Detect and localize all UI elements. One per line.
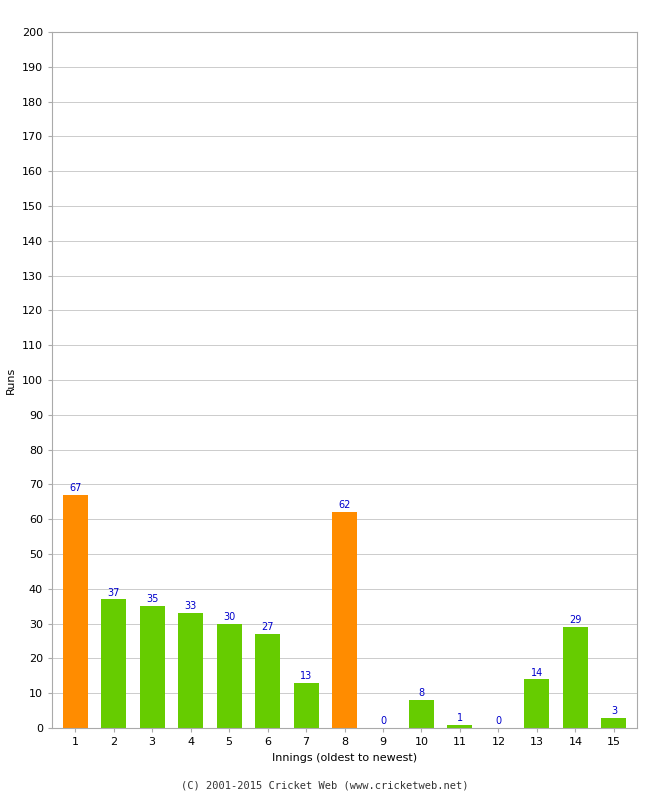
Text: 0: 0 bbox=[495, 716, 502, 726]
Bar bbox=[101, 599, 126, 728]
Text: 3: 3 bbox=[611, 706, 617, 716]
Text: 29: 29 bbox=[569, 615, 582, 626]
Text: 67: 67 bbox=[69, 483, 81, 493]
Bar bbox=[62, 495, 88, 728]
Y-axis label: Runs: Runs bbox=[6, 366, 16, 394]
Text: 30: 30 bbox=[223, 612, 235, 622]
Bar bbox=[332, 512, 357, 728]
Bar bbox=[409, 700, 434, 728]
X-axis label: Innings (oldest to newest): Innings (oldest to newest) bbox=[272, 753, 417, 762]
Text: 14: 14 bbox=[531, 667, 543, 678]
Text: 13: 13 bbox=[300, 671, 312, 681]
Bar bbox=[216, 624, 242, 728]
Bar bbox=[447, 725, 473, 728]
Text: 27: 27 bbox=[261, 622, 274, 632]
Text: 33: 33 bbox=[185, 602, 197, 611]
Bar bbox=[294, 682, 318, 728]
Bar bbox=[525, 679, 549, 728]
Text: 1: 1 bbox=[457, 713, 463, 722]
Text: (C) 2001-2015 Cricket Web (www.cricketweb.net): (C) 2001-2015 Cricket Web (www.cricketwe… bbox=[181, 781, 469, 790]
Bar bbox=[255, 634, 280, 728]
Bar bbox=[178, 613, 203, 728]
Bar bbox=[140, 606, 164, 728]
Bar bbox=[563, 627, 588, 728]
Text: 62: 62 bbox=[338, 501, 351, 510]
Text: 0: 0 bbox=[380, 716, 386, 726]
Text: 35: 35 bbox=[146, 594, 158, 605]
Text: 37: 37 bbox=[107, 587, 120, 598]
Bar bbox=[601, 718, 627, 728]
Text: 8: 8 bbox=[419, 689, 424, 698]
